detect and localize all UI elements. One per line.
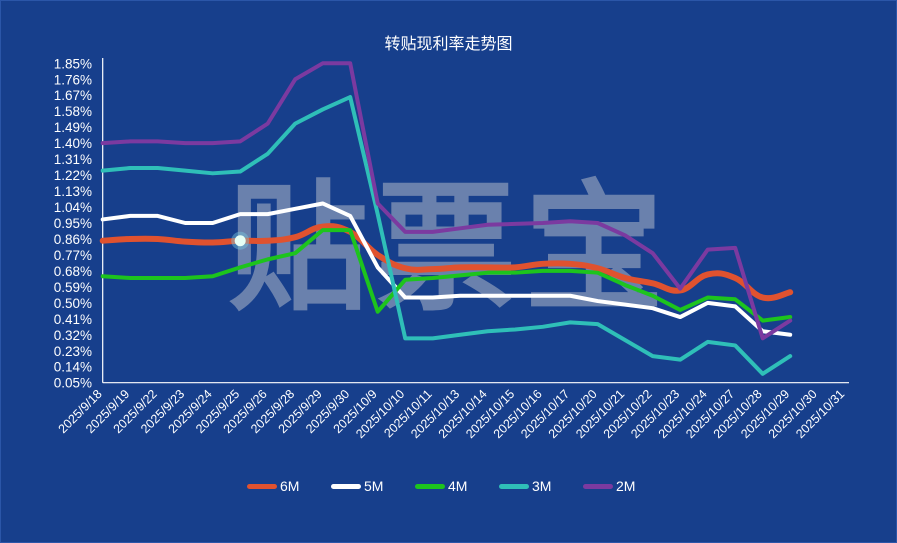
legend-swatch [583,483,613,489]
y-tick-label: 1.49% [54,120,92,135]
y-tick-label: 0.86% [54,232,92,247]
legend-item-2M[interactable]: 2M [583,478,667,494]
y-tick-label: 1.76% [54,72,92,87]
legend-label: 3M [532,478,552,494]
y-tick-label: 0.23% [54,344,92,359]
y-tick-label: 1.31% [54,152,92,167]
highlight-point [234,235,246,247]
legend-swatch [247,483,277,489]
legend-item-5M[interactable]: 5M [331,478,415,494]
legend-item-6M[interactable]: 6M [247,478,331,494]
y-tick-label: 0.32% [54,328,92,343]
legend-label: 2M [616,478,636,494]
y-tick-label: 0.95% [54,216,92,231]
y-tick-label: 1.67% [54,88,92,103]
y-tick-label: 1.04% [54,200,92,215]
y-tick-label: 0.77% [54,248,92,263]
legend-swatch [415,483,445,489]
y-tick-label: 1.40% [54,136,92,151]
series-line-3M [100,95,793,376]
y-tick-label: 0.05% [54,376,92,391]
series-line-5M [100,201,793,337]
series-line-2M [100,61,793,341]
legend-label: 5M [364,478,384,494]
legend-swatch [331,483,361,489]
legend-label: 6M [280,478,300,494]
legend-swatch [499,483,529,489]
y-tick-label: 0.14% [54,360,92,375]
chart-title: 转贴现利率走势图 [384,34,513,53]
y-tick-label: 1.13% [54,184,92,199]
y-tick-label: 0.50% [54,296,92,311]
y-tick-label: 1.22% [54,168,92,183]
y-tick-label: 0.41% [54,312,92,327]
series-line-6M [99,223,794,302]
y-tick-label: 0.59% [54,280,92,295]
legend-item-4M[interactable]: 4M [415,478,499,494]
legend-item-3M[interactable]: 3M [499,478,583,494]
y-tick-label: 0.68% [54,264,92,279]
series-line-4M [100,228,793,323]
y-tick-label: 1.58% [54,104,92,119]
legend-label: 4M [448,478,468,494]
y-tick-label: 1.85% [54,56,92,71]
legend: 6M 5M 4M 3M 2M [247,478,667,494]
